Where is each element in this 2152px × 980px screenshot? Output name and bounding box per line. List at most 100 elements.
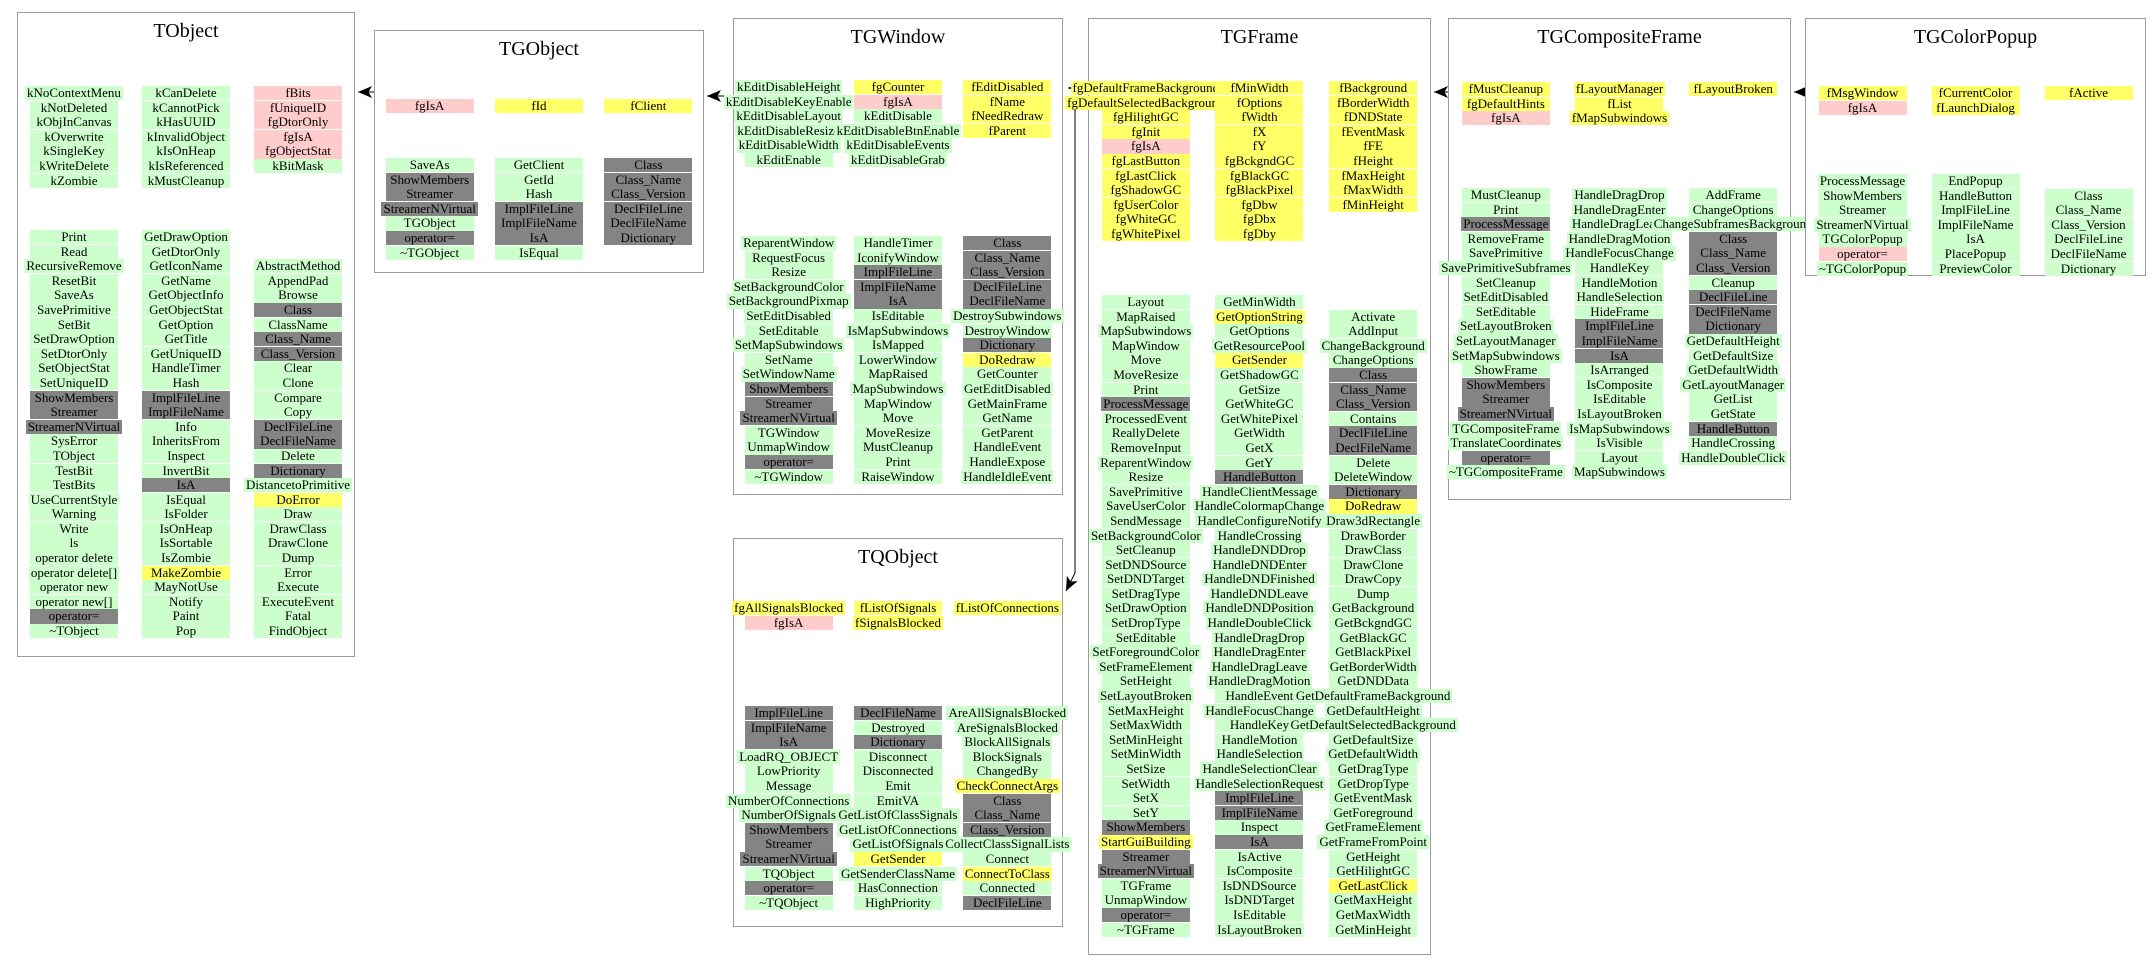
method-member: HandleFocusChange [1203, 702, 1316, 718]
method-member: SetMaxWidth [1101, 718, 1190, 733]
field-member: fgIsA [1818, 100, 1907, 115]
method-member: Print [30, 229, 118, 245]
fields-column: fCurrentColor fLaunchDialog [1919, 85, 2032, 115]
member-row: BlockAllSignals [962, 734, 1053, 750]
class-box-tgcompositeframe[interactable]: TGCompositeFrame fMustCleanup fgDefaultHin… [1439, 18, 1815, 500]
method-member: DrawClone [1329, 557, 1418, 572]
methods-column: GetClient GetId Hash ImplFileLine ImplFileNa… [484, 157, 593, 260]
method-member: Paint [142, 609, 230, 624]
member-row: IsA [1215, 834, 1304, 850]
field-member: fLaunchDialog [1931, 100, 2020, 115]
member-row: ImplFileLine [1931, 202, 2020, 218]
member-row: ProcessMessage [1817, 173, 1908, 189]
class-box-tqobject[interactable]: TQObject fgAllSignalsBlocked fgIsA fListOfS… [726, 538, 1072, 927]
class-box-tgwindow[interactable]: TGWindow kEditDisableHeight kEditDisableKe… [723, 18, 1064, 495]
method-member: Class_Name [2044, 202, 2133, 218]
method-member: HideFrame [1575, 304, 1664, 319]
member-row: GetSender [853, 851, 942, 867]
method-member: HandleSelectionRequest [1193, 775, 1326, 791]
member-row: fgDefaultSelectedBackground [1065, 95, 1227, 111]
member-row: fgAllSignalsBlocked [732, 600, 846, 616]
field-member: kBitMask [254, 158, 342, 174]
member-row: AddFrame [1689, 187, 1778, 203]
class-box-tgobject[interactable]: TGObject fgIsA fId fClient SaveAs ShowMembers… [374, 30, 704, 273]
method-member: Dictionary [853, 734, 942, 750]
member-row: HandleButton [1215, 469, 1304, 485]
member-row: MapWindow [1101, 338, 1190, 354]
method-member: GetMaxWidth [1329, 907, 1418, 923]
member-row: IsA [1931, 232, 2020, 247]
method-member: EndPopup [1931, 173, 2020, 189]
member-row: SetMaxHeight [1101, 703, 1190, 719]
method-member: SaveUserColor [1101, 499, 1190, 514]
method-member: SetLayoutManager [1454, 332, 1558, 349]
member-row: fgInit [1101, 124, 1190, 140]
method-member: Read [30, 244, 118, 259]
class-box-tgcolorpopup[interactable]: TGColorPopup fMsgWindow fgIsA fCurrentColor… [1805, 18, 2146, 276]
member-row: fgCounter [853, 79, 942, 95]
member-row: IsA [494, 230, 583, 246]
tgwindow-fields-section: kEditDisableHeight kEditDisableKeyEnable k… [723, 79, 1062, 168]
class-title-tgcolorpopup[interactable]: TGColorPopup [1913, 26, 2038, 48]
method-member: IsSortable [142, 536, 230, 551]
method-member: FindObject [254, 623, 342, 639]
member-row: Class_Version [1689, 260, 1778, 276]
method-member: MapSubwindows [850, 380, 946, 397]
member-row: Class_Name [254, 331, 342, 347]
method-member: IconifyWindow [853, 250, 942, 265]
method-member: IsA [142, 477, 230, 493]
method-member: Dictionary [1329, 484, 1418, 499]
method-member: TranslateCoordinates [1448, 435, 1564, 451]
method-member: IsActive [1215, 849, 1304, 864]
class-title-tqobject[interactable]: TQObject [858, 546, 938, 568]
method-member: Message [744, 778, 833, 794]
class-box-tgframe[interactable]: TGFrame fgDefaultFrameBackground fgDefault… [1065, 18, 1458, 955]
method-member: GetEventMask [1329, 790, 1418, 806]
method-member: ImplFileLine [1931, 202, 2020, 218]
method-member: HandleCrossing [1689, 435, 1778, 451]
member-row: MapSubwindows [1098, 323, 1194, 339]
member-row: SetCleanup [1461, 275, 1550, 291]
method-member: HandleTimer [142, 361, 230, 376]
fields-column: fgCounter fgIsA kEditDisable kEditDisableBt… [834, 79, 962, 168]
class-title-tgwindow[interactable]: TGWindow [850, 26, 946, 48]
method-member: ImplFileLine [142, 390, 230, 405]
member-row: fY [1215, 139, 1304, 154]
class-box-tobject[interactable]: TObject kNoContextMenu kNotDeleted kObjInCa… [17, 12, 355, 657]
member-row: TGCompositeFrame [1450, 421, 1562, 437]
class-title-tgobject[interactable]: TGObject [499, 38, 579, 60]
fields-column: fgDefaultFrameBackground fgDefaultSelecte… [1065, 80, 1227, 242]
member-row: operator= [744, 454, 833, 470]
method-member: GetDNDData [1329, 674, 1418, 689]
member-row: HandleKey [1575, 260, 1664, 276]
member-row: SetWidth [1101, 776, 1190, 792]
class-title-tgframe[interactable]: TGFrame [1220, 26, 1299, 48]
method-member: ShowMembers [30, 390, 118, 405]
member-row: GetId [494, 172, 583, 188]
member-row: IsArranged [1575, 362, 1664, 378]
member-row: MoveResize [853, 425, 942, 441]
field-member: fgIsA [853, 94, 942, 109]
member-row: SetLayoutManager [1454, 332, 1558, 349]
member-row: TGColorPopup [1818, 232, 1907, 247]
member-row: ~TGFrame [1101, 922, 1190, 938]
method-member: SetObjectStat [30, 361, 118, 376]
method-member: SetDragType [1101, 586, 1190, 602]
class-title-tobject[interactable]: TObject [153, 20, 219, 42]
field-member: kWriteDelete [30, 158, 118, 174]
member-row: DeclFileLine [1329, 426, 1418, 441]
class-title-tgcompositeframe[interactable]: TGCompositeFrame [1537, 26, 1702, 48]
fields-column: kCanDelete kCannotPick kHasUUID kInvalidObj… [130, 85, 242, 188]
member-row: ProcessMessage [1101, 396, 1191, 412]
method-member: ImplFileName [1931, 217, 2020, 232]
method-member: DeclFileName [963, 294, 1052, 309]
method-member: HandleSelection [1214, 746, 1305, 762]
methods-column: AddFrame ChangeOptions ChangeSubframesBack… [1651, 187, 1815, 480]
tgobject-methods-section: SaveAs ShowMembers Streamer StreamerNVirtua… [375, 157, 703, 260]
method-member: MapWindow [1101, 338, 1190, 353]
member-row: SetCleanup [1101, 542, 1190, 558]
member-row: IsFolder [142, 507, 230, 522]
method-member: Class_Name [1329, 382, 1418, 397]
member-row: HandleSelectionRequest [1193, 775, 1326, 792]
member-row: DeclFileLine [963, 895, 1052, 911]
